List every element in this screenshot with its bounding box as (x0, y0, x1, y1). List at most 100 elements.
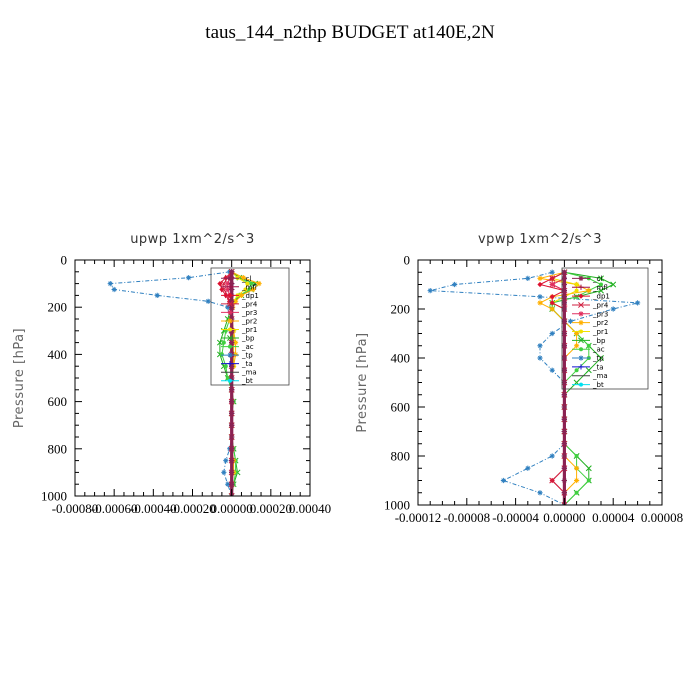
series-point-cl (229, 363, 235, 369)
series-point-cl (561, 288, 567, 294)
legend-marker (228, 378, 232, 383)
legend-box (561, 267, 649, 390)
y-tick-label: 200 (48, 300, 68, 315)
series-point-tp (549, 367, 555, 373)
legend-label: _mfl (592, 284, 608, 292)
series-point-ac (574, 490, 579, 495)
series-point-cl (561, 477, 567, 484)
x-tick-label: 0.00000 (543, 510, 585, 525)
series-point-tp (549, 269, 555, 275)
series-point-cl (229, 351, 235, 357)
legend-marker (578, 337, 584, 344)
series-point-tp (223, 458, 229, 464)
series-point-tp (225, 304, 231, 310)
legend-marker (228, 344, 232, 349)
x-tick-label: -0.00060 (91, 501, 138, 516)
legend-label: _pr2 (241, 317, 257, 325)
legend-marker (579, 347, 583, 352)
series-point-tp (205, 298, 211, 304)
y-tick-label: 1000 (41, 489, 67, 504)
series-point-cl (561, 367, 567, 373)
series-point-dp1 (217, 281, 223, 287)
series-point-cl (229, 410, 235, 416)
series-point-ac (574, 294, 579, 299)
series-point-cl (561, 453, 567, 459)
series-point-cl (229, 399, 235, 405)
series-point-ac (574, 368, 579, 373)
series-point-pr2 (238, 292, 245, 298)
x-tick-label: -0.00040 (130, 501, 177, 516)
series-point-tp (452, 281, 458, 288)
y-tick-label: 800 (391, 449, 411, 464)
legend-label: _dp1 (241, 292, 259, 300)
series-point-ac (574, 454, 579, 458)
y-tick-label: 800 (48, 441, 68, 456)
series-point-cl (561, 355, 567, 361)
series-point-tp (549, 330, 555, 337)
series-point-cl (561, 392, 567, 398)
legend-label: _bt (241, 377, 253, 385)
x-tick-label: 0.00020 (250, 501, 292, 516)
upwp-panel: upwp 1xm^2/s^3 Pressure [hPa] 0 200 400 600 80… (12, 232, 331, 516)
series-point-bp (598, 275, 604, 282)
series-point-tp (537, 355, 543, 361)
series-point-cl (561, 465, 567, 471)
series-point-dp1 (549, 300, 555, 306)
series-point-tp (221, 469, 227, 475)
legend-marker (227, 300, 233, 307)
series-point-pr2 (586, 288, 592, 294)
series-point-tp (537, 294, 543, 300)
x-tick-label: -0.00008 (444, 510, 491, 525)
legend-label: _dp1 (592, 293, 610, 301)
series-point-cl (561, 490, 567, 496)
legend-marker (578, 320, 584, 326)
series-point-bp (598, 287, 604, 294)
series-point-pr2 (574, 343, 580, 349)
series-point-cl (561, 275, 567, 281)
series-point-cl (229, 481, 235, 487)
series-point-dp1 (549, 294, 555, 300)
series-point-cl (561, 306, 567, 312)
series-point-pr1 (235, 275, 240, 280)
series-point-bp (610, 281, 617, 288)
series-point-cl (561, 441, 567, 447)
series-point-pr2 (574, 330, 580, 337)
series-point-pr4 (220, 280, 227, 287)
series-point-cl (561, 281, 567, 288)
legend-label: _cl (592, 275, 602, 283)
x-tick-label: 0.00004 (592, 510, 635, 525)
series-point-tp (567, 318, 574, 324)
legend-marker (578, 302, 584, 308)
x-tick-label: 0.00000 (211, 501, 253, 516)
series-point-cl (229, 275, 235, 281)
series-point-dp1 (537, 281, 543, 288)
series-point-cl (561, 269, 567, 275)
series-point-pr1 (574, 288, 579, 293)
x-tick-label: 0.00008 (641, 510, 683, 525)
legend-marker (227, 361, 233, 367)
series-point-tp (549, 453, 555, 459)
series-point-tp (525, 465, 531, 471)
legend-label: _ma (592, 372, 608, 380)
legend-marker (227, 275, 233, 281)
x-tick-label: -0.00080 (52, 501, 99, 516)
x-tick-label: -0.00012 (395, 510, 442, 525)
series-point-cl (229, 469, 235, 475)
series-point-cl (561, 318, 567, 324)
y-tick-label: 1000 (384, 498, 410, 513)
series-point-tp (610, 306, 616, 312)
series-point-tp (537, 343, 543, 349)
series-point-pr3 (549, 281, 555, 288)
legend-label: _bp (241, 335, 255, 343)
legend-label: _tp (241, 352, 253, 360)
series-point-pr3 (225, 286, 231, 293)
series-point-cl (229, 458, 235, 464)
series-point-tp (500, 477, 506, 484)
series-point-tp (525, 275, 531, 281)
series-point-cl (561, 300, 567, 306)
series-point-bp (216, 339, 223, 346)
series-point-tp (107, 281, 113, 287)
series-point-cl (229, 281, 235, 287)
series-point-cl (561, 294, 567, 300)
